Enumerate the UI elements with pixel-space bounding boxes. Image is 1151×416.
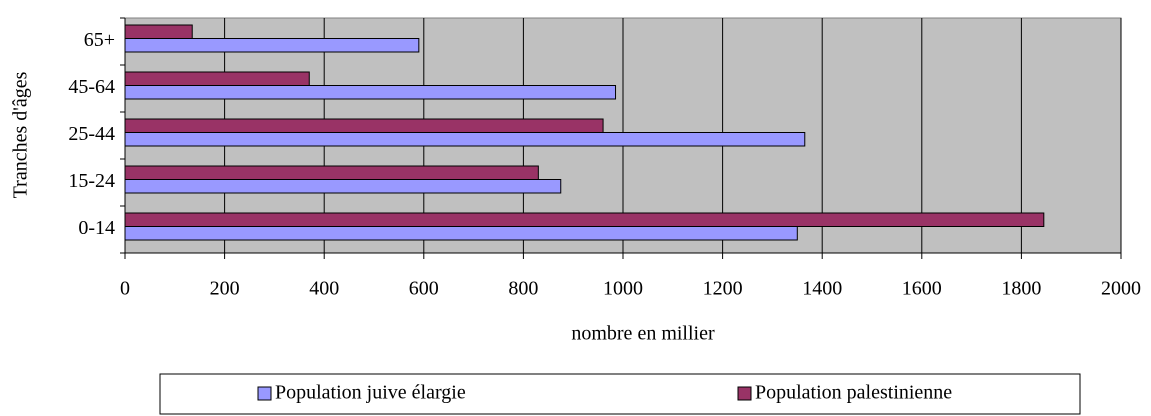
y-tick-label: 15-24 <box>68 170 115 192</box>
bar <box>124 179 562 194</box>
bar <box>124 212 1045 227</box>
x-tick-label: 1800 <box>1001 278 1041 300</box>
bar <box>124 165 539 180</box>
y-tick-label: 0-14 <box>78 217 115 239</box>
x-tick-label: 1600 <box>902 278 942 300</box>
y-tick-label: 65+ <box>84 29 115 51</box>
bar <box>124 71 310 86</box>
y-tick-label: 45-64 <box>68 76 115 98</box>
x-tick-label: 800 <box>508 278 538 300</box>
y-tick-label: 25-44 <box>68 123 115 145</box>
bar <box>124 226 798 241</box>
legend-swatch <box>737 386 752 401</box>
legend-label: Population juive élargie <box>275 382 466 404</box>
bar <box>124 38 420 53</box>
x-tick-label: 1200 <box>703 278 743 300</box>
bar <box>124 85 617 100</box>
x-tick-label: 2000 <box>1101 278 1141 300</box>
legend-swatch <box>257 386 272 401</box>
x-tick-label: 0 <box>120 278 130 300</box>
bar <box>124 118 604 133</box>
x-tick-label: 1000 <box>603 278 643 300</box>
bar <box>124 132 806 147</box>
x-tick-label: 600 <box>409 278 439 300</box>
x-axis-title: nombre en millier <box>571 323 715 345</box>
legend-label: Population palestinienne <box>755 382 952 404</box>
x-tick-label: 1400 <box>802 278 842 300</box>
y-axis-title: Tranches d'âges <box>10 71 32 198</box>
bar <box>124 24 193 39</box>
legend-box <box>159 373 1081 415</box>
x-tick-label: 200 <box>210 278 240 300</box>
x-tick-label: 400 <box>309 278 339 300</box>
